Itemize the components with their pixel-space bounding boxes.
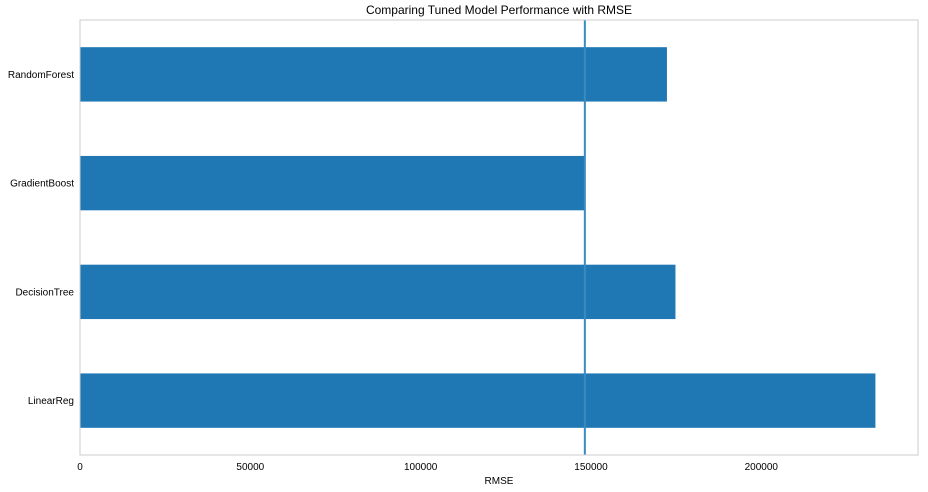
x-tick-label: 200000: [745, 462, 779, 473]
x-tick-label: 100000: [404, 462, 438, 473]
x-tick-label: 150000: [574, 462, 608, 473]
plot-frame: [79, 19, 919, 456]
y-tick-label-linearreg: LinearReg: [28, 396, 74, 407]
x-tick-labels: 0 50000 100000 150000 200000: [77, 462, 778, 473]
chart-title: Comparing Tuned Model Performance with R…: [366, 3, 632, 17]
bar-randomforest: [80, 47, 667, 102]
x-tick-label: 0: [77, 462, 83, 473]
bar-gradientboost: [80, 155, 585, 211]
y-tick-labels: LinearReg DecisionTree GradientBoost Random…: [8, 70, 75, 407]
x-axis-label: RMSE: [485, 476, 514, 487]
bar-linearreg: [80, 373, 876, 428]
bar-decisiontree: [80, 264, 676, 320]
y-tick-label-decisiontree: DecisionTree: [15, 287, 74, 298]
bars-layer: [80, 47, 876, 428]
y-tick-label-gradientboost: GradientBoost: [10, 179, 74, 190]
x-tick-label: 50000: [236, 462, 264, 473]
y-tick-label-randomforest: RandomForest: [8, 70, 74, 81]
